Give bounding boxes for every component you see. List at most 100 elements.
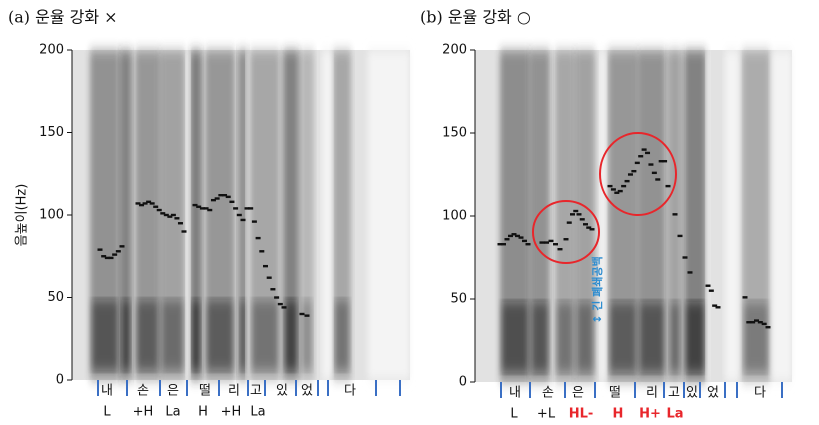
pitch-point (638, 155, 644, 158)
pitch-point (277, 302, 283, 306)
pitch-point (761, 322, 767, 326)
pitch-point (750, 321, 756, 324)
silence (186, 50, 190, 380)
pitch-point (240, 218, 246, 222)
pitch-point (199, 207, 205, 210)
pitch-point (589, 228, 595, 231)
y-tick-label: 0 (459, 375, 467, 390)
formant-band (285, 300, 297, 370)
pitch-point (557, 248, 563, 251)
formant-band (577, 302, 593, 372)
y-tick-label: 100 (442, 209, 467, 224)
pitch-point (274, 296, 280, 299)
syllable-label: 은 (167, 384, 179, 399)
pitch-point (104, 256, 110, 260)
y-tick-label: 150 (39, 125, 64, 140)
syllable-label: 었 (707, 386, 719, 401)
syllable-label: 있 (686, 386, 698, 401)
pitch-point (548, 239, 554, 243)
pitch-point (196, 205, 202, 208)
y-axis-label: 음높이(Hz) (15, 184, 30, 247)
pitch-point (108, 256, 114, 260)
syllable-label: 손 (542, 386, 554, 401)
formant-band (575, 50, 595, 382)
syllable-label: 내 (509, 386, 521, 401)
pitch-point (101, 255, 107, 258)
formant-band (640, 302, 664, 372)
pitch-point (135, 202, 141, 205)
silence (246, 50, 249, 380)
pitch-point (586, 226, 592, 229)
pitch-point (174, 217, 180, 220)
syllable-label: 고 (668, 386, 680, 401)
pitch-point (270, 288, 276, 291)
pitch-point (525, 243, 531, 246)
pitch-point (570, 213, 575, 216)
pitch-point (645, 151, 651, 155)
pitch-point (504, 238, 510, 241)
pitch-point (203, 207, 209, 210)
pitch-point (705, 284, 711, 287)
pitch-point (553, 243, 558, 246)
pitch-point (607, 184, 613, 188)
pitch-point (624, 179, 630, 183)
pitch-point (715, 306, 721, 309)
pitch-point (712, 304, 718, 307)
formant-band (670, 302, 680, 372)
pitch-point (225, 195, 231, 199)
pitch-point (583, 223, 588, 226)
annotation: ↕ 긴 폐쇄공백 (590, 256, 604, 323)
syllable-label: 다 (344, 384, 356, 399)
pitch-point (742, 296, 748, 299)
pitch-point (563, 238, 569, 241)
pitch-point (655, 178, 661, 181)
silence (706, 50, 710, 382)
panel-title: (a) 운율 강화 × (8, 8, 118, 27)
formant-band (300, 50, 314, 380)
pitch-point (112, 253, 118, 256)
highlight-circle (532, 200, 600, 264)
pitch-point (210, 198, 216, 202)
tone-label: +L (537, 407, 556, 422)
pitch-point (508, 234, 513, 238)
formant-band (610, 302, 636, 372)
tone-label: L (103, 405, 111, 420)
pitch-point (634, 161, 640, 165)
pitch-point (522, 239, 527, 243)
formant-band (190, 50, 202, 380)
y-tick-label: 100 (39, 208, 64, 223)
pitch-point (687, 271, 693, 274)
pitch-point (746, 321, 752, 324)
pitch-point (192, 203, 198, 207)
pitch-point (115, 250, 121, 253)
pitch-point (160, 212, 166, 215)
formant-band (555, 50, 575, 382)
pitch-point (579, 218, 585, 221)
formant-band (207, 300, 233, 370)
pitch-point (610, 188, 616, 191)
pitch-point (515, 234, 520, 238)
formant-band (686, 302, 704, 372)
silence (368, 50, 410, 380)
syllable-label: 있 (276, 384, 288, 399)
pitch-point (627, 173, 633, 176)
spectrogram (72, 50, 792, 382)
y-tick-label: 0 (56, 373, 64, 388)
pitch-point (259, 250, 265, 253)
pitch-point (255, 236, 261, 240)
pitch-point (566, 221, 572, 224)
pitch-point (518, 236, 524, 239)
pitch-point (181, 230, 187, 233)
pitch-point (244, 207, 250, 210)
formant-band (283, 50, 299, 380)
pitch-point (218, 194, 224, 197)
formant-band (122, 300, 130, 370)
tone-label: +H (221, 405, 242, 420)
y-tick-label: 50 (47, 290, 64, 305)
syllable-label: 다 (754, 386, 766, 401)
pitch-point (648, 163, 654, 166)
pitch-point (304, 314, 310, 317)
tone-label: H+ (639, 407, 661, 422)
panel-title: (b) 운율 강화 ○ (420, 8, 531, 27)
y-tick-label: 50 (450, 292, 467, 307)
